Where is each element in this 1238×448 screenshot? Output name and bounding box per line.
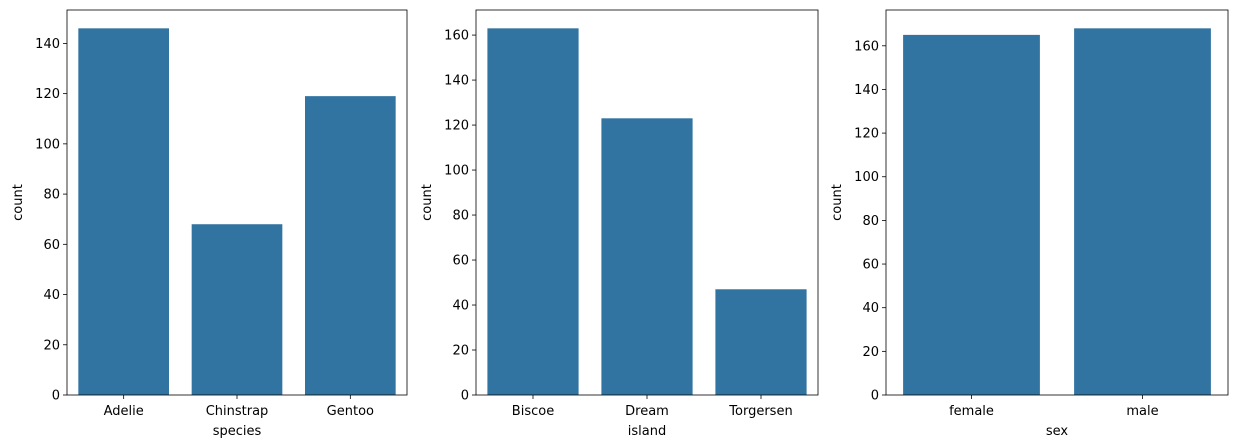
bar-adelie [78,28,169,395]
bar-female [903,34,1040,395]
axes-frame [885,9,1229,396]
y-tick-label: 100 [854,170,879,185]
bar-chinstrap [191,224,283,395]
x-tick-label-chinstrap: Chinstrap [206,404,269,419]
y-tick-label: 0 [871,389,879,404]
y-tick-label: 80 [862,214,879,229]
y-axis-label: count [420,184,435,221]
y-tick-label: 140 [35,37,60,52]
y-tick-label: 0 [461,389,469,404]
x-tick-label-dream: Dream [625,404,669,419]
bar-male [1074,28,1211,395]
x-axis-label: sex [1046,424,1069,439]
y-tick-label: 0 [52,389,60,404]
y-tick-label: 60 [43,238,60,253]
y-tick-label: 60 [862,258,879,273]
y-tick-label: 160 [854,39,879,54]
bar-dream [601,118,693,396]
y-tick-label: 80 [452,209,469,224]
y-tick-label: 20 [43,338,60,353]
x-tick-label-male: male [1126,404,1158,419]
y-tick-label: 140 [854,83,879,98]
bar-torgersen [715,289,807,395]
subplot-sex: 0 20 40 60 80 100 120 140 160 female male sex count [830,9,1229,439]
y-tick-label: 40 [452,299,469,314]
y-tick-label: 120 [854,127,879,142]
x-tick-label-biscoe: Biscoe [512,404,554,419]
y-axis-label: count [830,184,845,221]
y-tick-label: 40 [43,288,60,303]
x-tick-label-female: female [949,404,994,419]
subplot-species: 0 20 40 60 80 100 120 140 Adelie Chinstrap Gentoo s… [11,9,408,439]
y-tick-label: 160 [444,29,469,44]
y-tick-label: 100 [35,137,60,152]
y-tick-label: 120 [35,87,60,102]
y-tick-label: 100 [444,164,469,179]
y-axis-label: count [11,184,26,221]
bar-biscoe [487,28,579,395]
y-tick-label: 120 [444,119,469,134]
y-tick-label: 80 [43,188,60,203]
subplot-island: 0 20 40 60 80 100 120 140 160 Biscoe Dream Torgerse… [420,9,819,439]
y-tick-label: 40 [862,301,879,316]
x-tick-label-torgersen: Torgersen [728,404,792,419]
x-axis-label: island [628,424,666,439]
y-tick-label: 20 [862,345,879,360]
x-axis-label: species [213,424,262,439]
y-tick-label: 20 [452,344,469,359]
bar-gentoo [305,96,396,396]
x-tick-label-gentoo: Gentoo [327,404,374,419]
y-tick-label: 60 [452,254,469,269]
y-tick-label: 140 [444,74,469,89]
x-tick-label-adelie: Adelie [104,404,144,419]
